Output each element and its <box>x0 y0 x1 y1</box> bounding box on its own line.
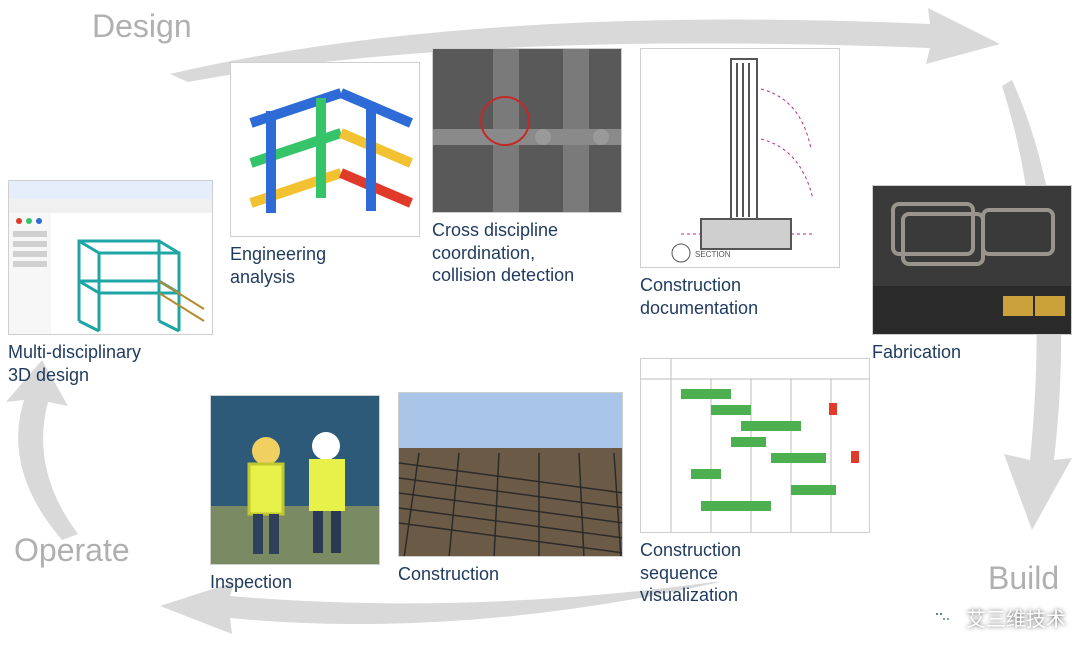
stage-multi-disciplinary-3d-design: Multi-disciplinary3D design <box>8 180 213 386</box>
caption-construction: Construction <box>398 563 623 586</box>
phase-label-operate: Operate <box>14 532 130 569</box>
thumb-fabrication <box>872 185 1072 335</box>
thumb-fea-grid <box>230 62 420 237</box>
thumb-gantt <box>640 358 870 533</box>
thumb-construction <box>398 392 623 557</box>
watermark: 艾三维技术 <box>926 601 1066 633</box>
caption-inspection: Inspection <box>210 571 380 594</box>
thumb-clash-detail <box>432 48 622 213</box>
thumb-cad-screenshot <box>8 180 213 335</box>
stage-engineering-analysis: Engineeringanalysis <box>230 62 420 288</box>
stage-construction-documentation: SECTION Constructiondocumentation <box>640 48 840 319</box>
stage-construction-sequence: Constructionsequencevisualization <box>640 358 870 607</box>
stage-construction: Construction <box>398 392 623 586</box>
phase-label-design: Design <box>92 8 192 45</box>
caption-cross-discipline: Cross disciplinecoordination,collision d… <box>432 219 622 287</box>
thumb-inspection <box>210 395 380 565</box>
caption-multi-disciplinary-3d-design: Multi-disciplinary3D design <box>8 341 213 386</box>
cycle-arrow-left <box>2 360 80 540</box>
wechat-icon <box>926 601 958 633</box>
caption-fabrication: Fabrication <box>872 341 1072 364</box>
phase-label-build: Build <box>988 560 1059 597</box>
caption-construction-sequence: Constructionsequencevisualization <box>640 539 870 607</box>
stage-inspection: Inspection <box>210 395 380 594</box>
caption-construction-documentation: Constructiondocumentation <box>640 274 840 319</box>
stage-cross-discipline: Cross disciplinecoordination,collision d… <box>432 48 622 287</box>
thumb-drawing: SECTION <box>640 48 840 268</box>
stage-fabrication: Fabrication <box>872 185 1072 364</box>
svg-text:SECTION: SECTION <box>695 250 731 259</box>
caption-engineering-analysis: Engineeringanalysis <box>230 243 420 288</box>
watermark-text: 艾三维技术 <box>966 603 1066 632</box>
